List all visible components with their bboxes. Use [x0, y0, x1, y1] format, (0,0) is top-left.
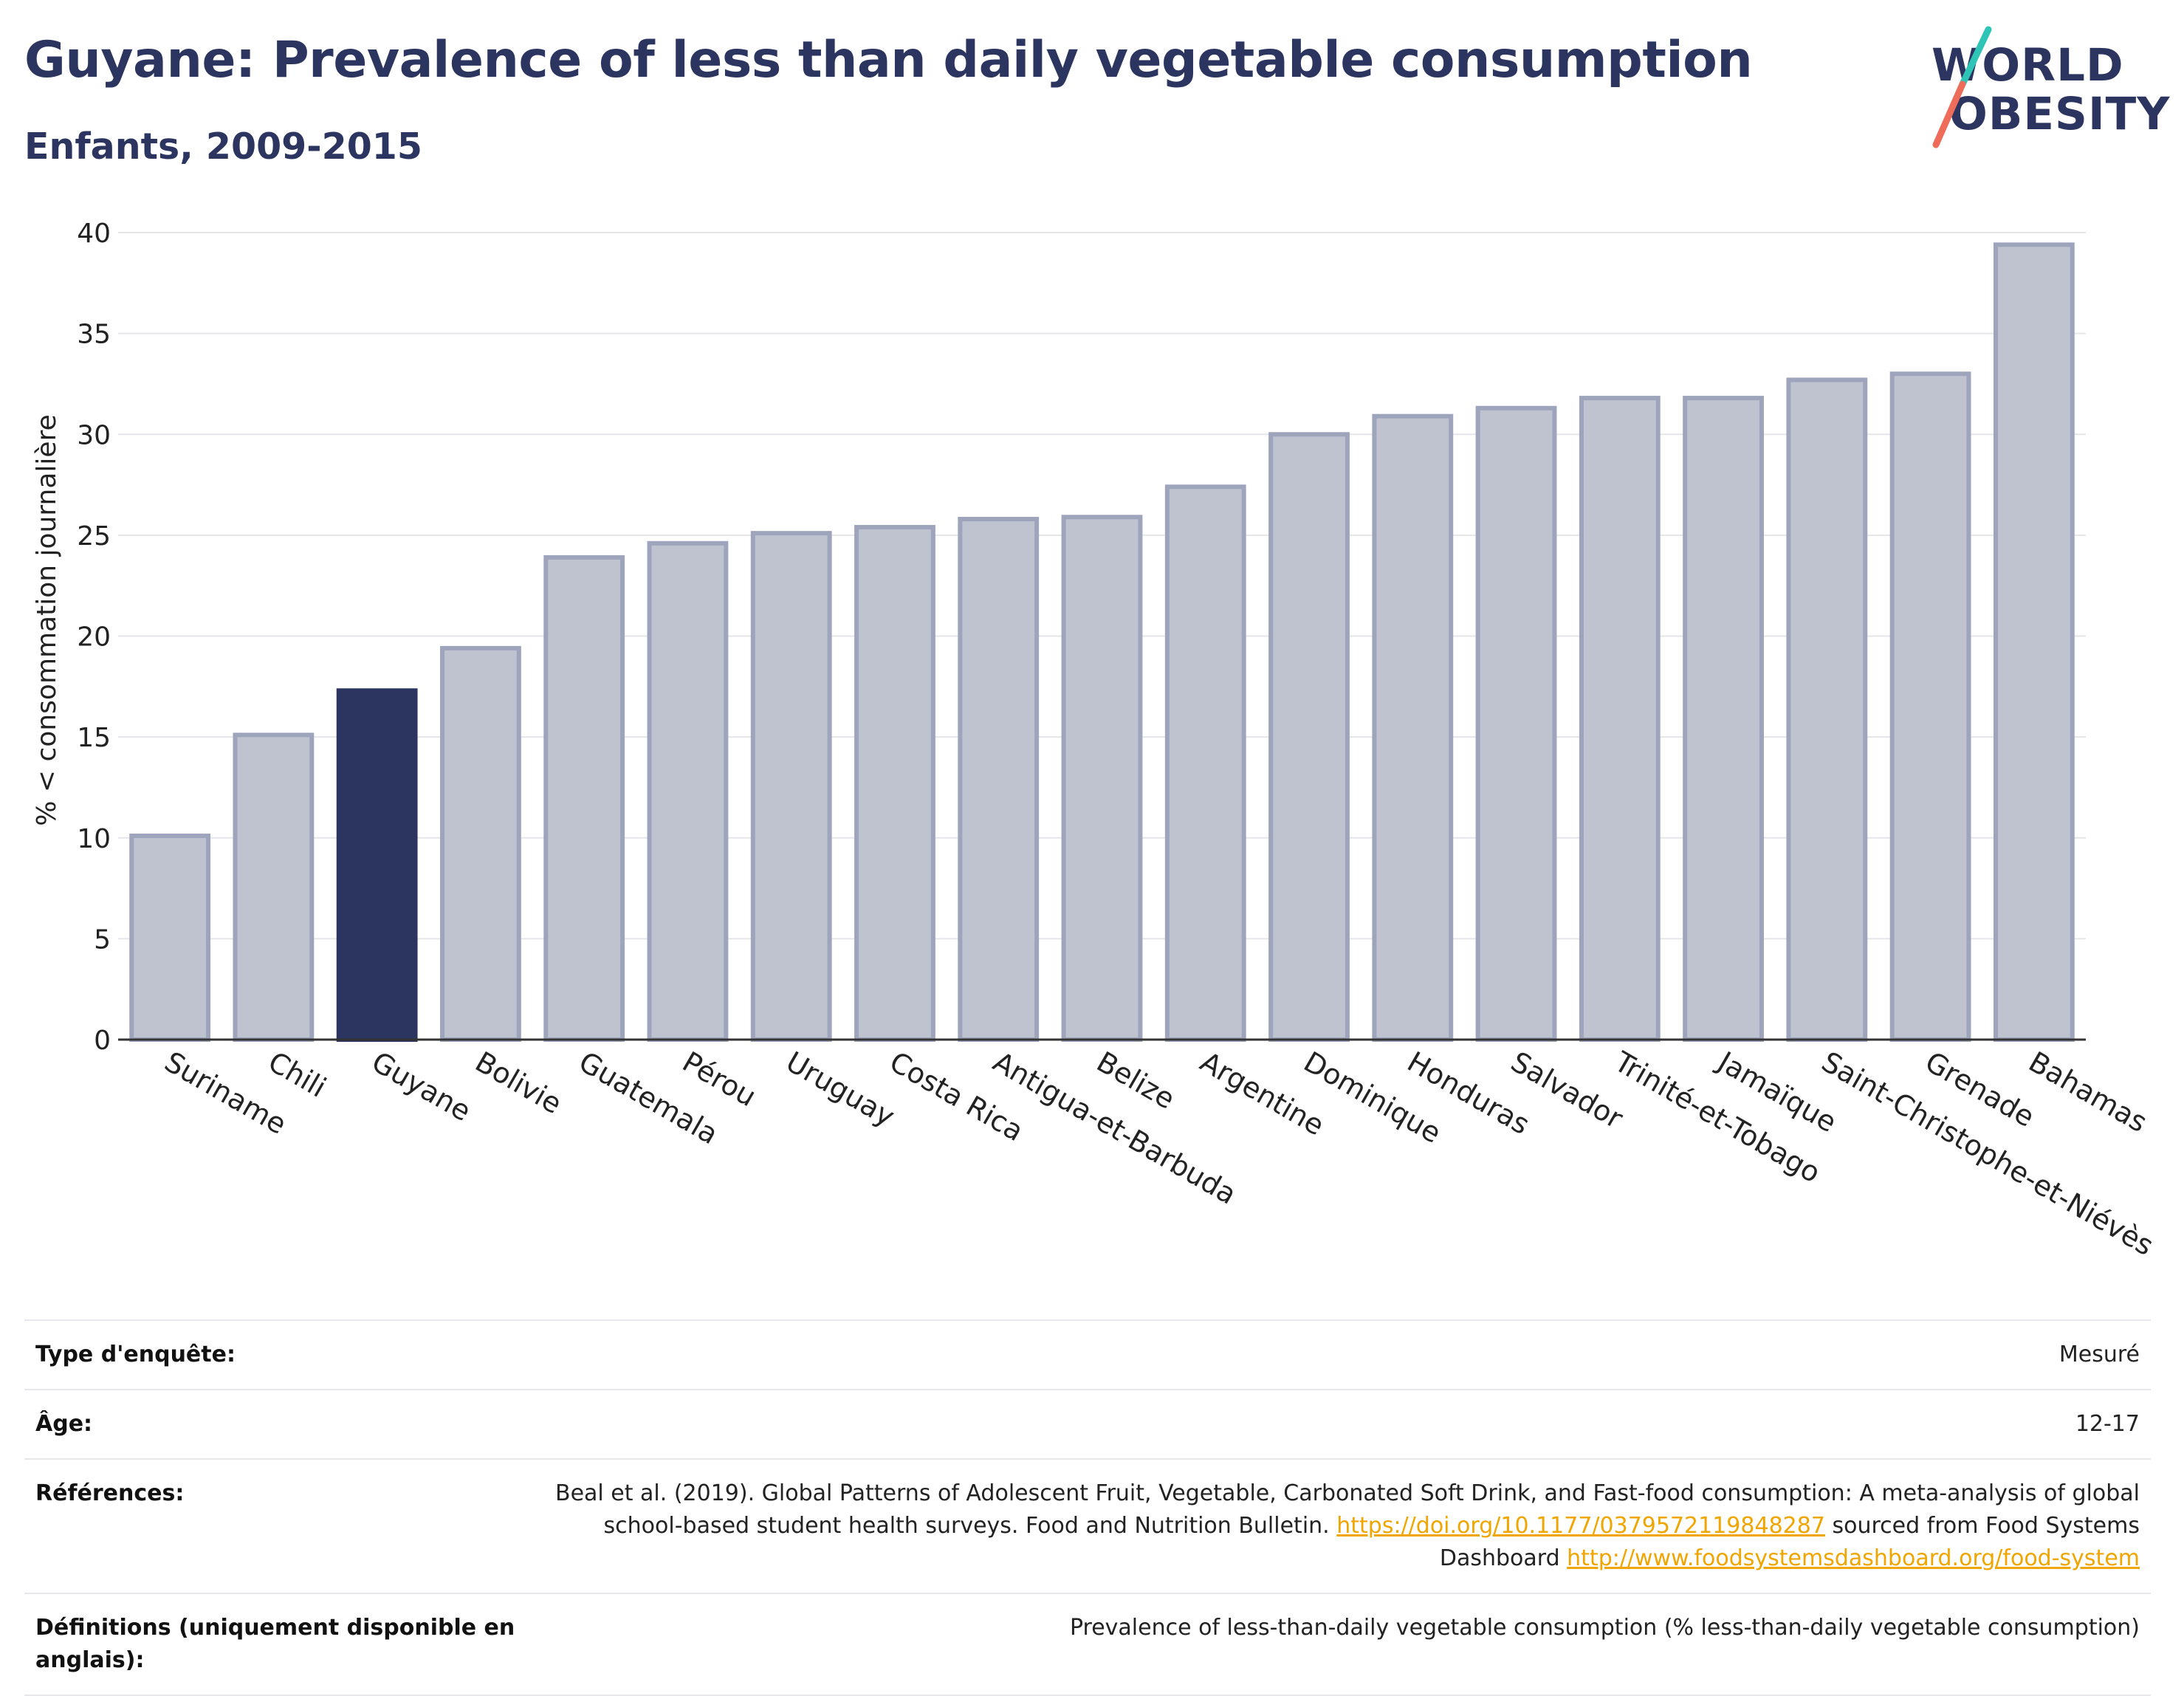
- info-row-age: Âge: 12-17: [24, 1390, 2151, 1460]
- bar-p-rou: [647, 540, 729, 1042]
- y-tick-label: 25: [77, 521, 111, 552]
- bar-belize: [1061, 515, 1143, 1043]
- survey-type-value: Mesuré: [2058, 1342, 2140, 1367]
- definitions-value: Prevalence of less-than-daily vegetable …: [1069, 1615, 2140, 1641]
- y-tick-label: 20: [77, 622, 111, 653]
- bar-trinit-et-tobago: [1579, 396, 1661, 1042]
- bar-chili: [233, 732, 315, 1043]
- bar-saint-christophe-et-ni-v-s: [1786, 377, 1868, 1043]
- age-label: Âge:: [35, 1411, 93, 1437]
- bars: [118, 242, 2086, 1043]
- bar-jama-que: [1683, 396, 1764, 1042]
- y-tick-label: 35: [77, 320, 111, 350]
- chart-subtitle: Enfants, 2009-2015: [24, 126, 422, 168]
- y-tick-label: 5: [94, 924, 111, 955]
- bar-bolivie: [440, 645, 521, 1042]
- logo-text-obesity: OBESITY: [1949, 88, 2171, 140]
- y-tick-label: 15: [77, 723, 111, 753]
- bar-argentine: [1164, 484, 1246, 1043]
- x-tick-label: Chili: [263, 1046, 332, 1104]
- bar-uruguay: [750, 531, 832, 1042]
- y-tick-label: 0: [94, 1026, 111, 1056]
- dashboard-link[interactable]: http://www.foodsystemsdashboard.org/food…: [1567, 1545, 2140, 1571]
- x-tick-label: Guyane: [366, 1046, 476, 1127]
- logo-slash-icon: [1932, 26, 1992, 148]
- references-value: Beal et al. (2019). Global Patterns of A…: [552, 1477, 2140, 1575]
- info-table: Type d'enquête: Mesuré Âge: 12-17 Référe…: [24, 1319, 2151, 1696]
- y-tick-label: 40: [77, 219, 111, 249]
- bar-guyane: [336, 688, 418, 1043]
- info-row-definitions: Définitions (uniquement disponible en an…: [24, 1594, 2151, 1696]
- references-label: Références:: [35, 1480, 185, 1506]
- bar-suriname: [129, 834, 211, 1043]
- doi-link[interactable]: https://doi.org/10.1177/0379572119848287: [1336, 1513, 1825, 1539]
- bar-dominique: [1268, 432, 1350, 1042]
- age-value: 12-17: [2075, 1411, 2140, 1437]
- bar-antigua-et-barbuda: [958, 517, 1040, 1042]
- info-row-survey-type: Type d'enquête: Mesuré: [24, 1321, 2151, 1390]
- y-axis-ticks: 0 5 10 15 20 25 30 35 40: [77, 219, 111, 1056]
- references-text-2: sourced from Food Systems Dashboard: [1439, 1513, 2140, 1571]
- definitions-label: Définitions (uniquement disponible en an…: [35, 1615, 515, 1673]
- bar-costa-rica: [854, 524, 935, 1042]
- bar-salvador: [1475, 405, 1557, 1043]
- world-obesity-logo: WORLD OBESITY: [1920, 21, 2171, 154]
- survey-type-label: Type d'enquête:: [35, 1342, 236, 1367]
- x-tick-label: Bolivie: [470, 1046, 567, 1121]
- info-row-references: Références: Beal et al. (2019). Global P…: [24, 1460, 2151, 1594]
- bar-bahamas: [1993, 242, 2075, 1042]
- x-tick-label: Bahamas: [2023, 1046, 2152, 1139]
- bar-grenade: [1889, 371, 1971, 1042]
- y-tick-label: 10: [77, 824, 111, 854]
- bar-honduras: [1372, 413, 1454, 1043]
- y-tick-label: 30: [77, 420, 111, 450]
- chart-title: Guyane: Prevalence of less than daily ve…: [24, 31, 1753, 89]
- y-axis-label: % < consommation journalière: [32, 414, 62, 825]
- bar-guatemala: [543, 555, 625, 1042]
- x-tick-label: Uruguay: [780, 1046, 900, 1133]
- references-text: Beal et al. (2019). Global Patterns of A…: [554, 1480, 2140, 1539]
